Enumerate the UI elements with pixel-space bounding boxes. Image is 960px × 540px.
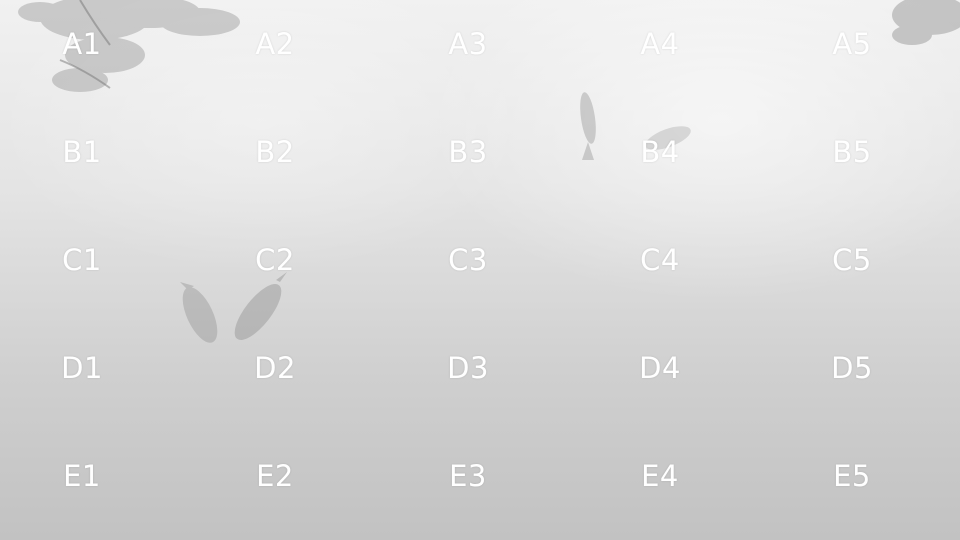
grid-label-e2: E2 (256, 459, 294, 493)
grid-label-e3: E3 (449, 459, 487, 493)
grid-label-b4: B4 (640, 135, 680, 169)
grid-label-c2: C2 (255, 243, 295, 277)
grid-label-b1: B1 (62, 135, 102, 169)
grid-label-c5: C5 (832, 243, 872, 277)
grid-label-a1: A1 (62, 27, 102, 61)
grid-label-a2: A2 (255, 27, 295, 61)
grid-label-b2: B2 (255, 135, 295, 169)
grid-label-c3: C3 (448, 243, 488, 277)
grid-label-d2: D2 (254, 351, 296, 385)
grid-label-d4: D4 (639, 351, 681, 385)
grid-label-b5: B5 (832, 135, 872, 169)
grid-label-d3: D3 (447, 351, 489, 385)
grid-label-d1: D1 (61, 351, 103, 385)
grid-label-e4: E4 (641, 459, 679, 493)
grid-label-c4: C4 (640, 243, 680, 277)
grid-label-c1: C1 (62, 243, 102, 277)
grid-label-e5: E5 (833, 459, 871, 493)
grid-label-b3: B3 (448, 135, 488, 169)
grid-label-d5: D5 (831, 351, 873, 385)
grid-label-a3: A3 (448, 27, 488, 61)
grid-label-e1: E1 (63, 459, 101, 493)
grid-label-a5: A5 (832, 27, 872, 61)
grid-label-a4: A4 (640, 27, 680, 61)
